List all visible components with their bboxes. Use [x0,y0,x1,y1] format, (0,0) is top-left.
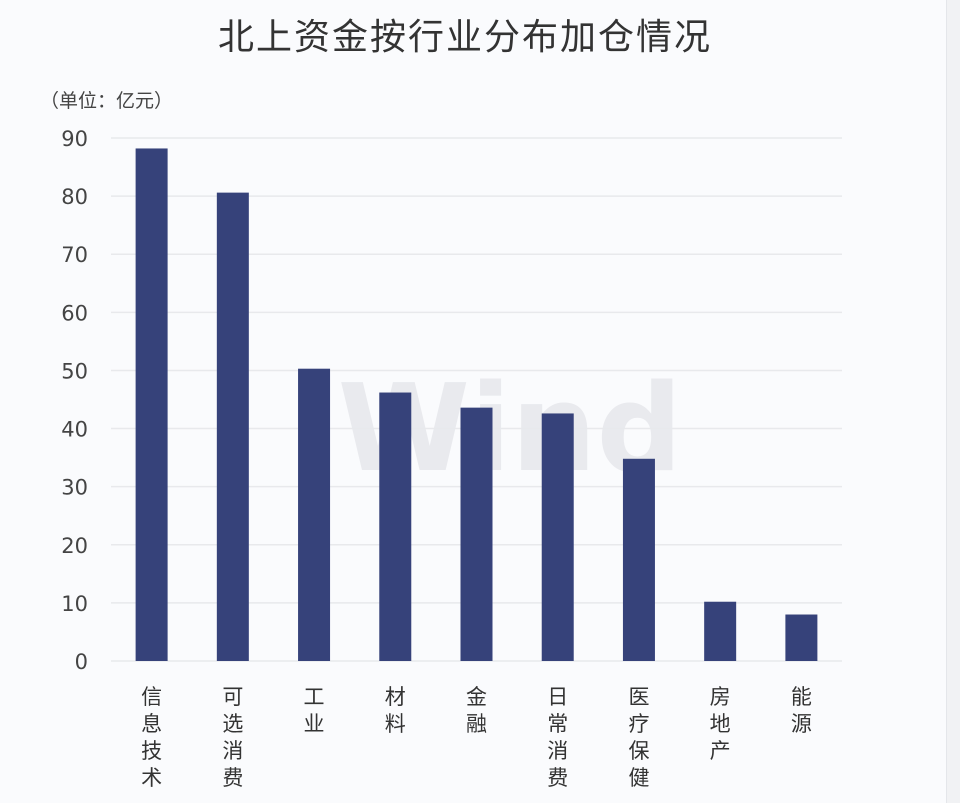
bar-日常消费 [541,413,574,661]
bar-工业 [298,368,331,661]
x-tick-label: 常 [547,712,568,736]
x-tick-label: 技 [141,739,162,763]
x-tick-label: 金 [466,685,487,709]
bar-能源 [785,614,818,661]
y-tick-label: 20 [61,534,88,558]
y-tick-label: 80 [61,185,88,209]
x-tick-label: 业 [304,712,325,736]
x-tick-label: 疗 [628,712,649,736]
chart-title: 北上资金按行业分布加仓情况 [217,17,712,58]
x-tick-label: 材 [385,685,406,709]
x-tick-label: 健 [628,766,649,790]
y-tick-label: 60 [61,301,88,325]
bar-房地产 [704,601,737,661]
x-tick-label: 消 [222,739,243,763]
x-tick-label: 信 [141,685,162,709]
x-tick-label: 工 [304,685,325,709]
unit-label: （单位：亿元） [40,90,174,112]
y-tick-label: 90 [61,127,88,151]
bar-医疗保健 [622,458,655,661]
x-tick-label: 融 [466,712,487,736]
y-tick-label: 0 [75,650,88,674]
x-tick-label: 能 [791,685,812,709]
right-border [946,0,960,803]
bar-材料 [379,392,412,661]
y-tick-label: 40 [61,418,88,442]
bar-可选消费 [216,192,249,661]
x-tick-label: 术 [141,766,162,790]
x-tick-label: 产 [710,739,731,763]
x-tick-label: 医 [628,685,649,709]
x-tick-label: 息 [141,712,162,736]
bar-信息技术 [135,148,168,661]
x-tick-label: 房 [710,685,731,709]
y-tick-label: 50 [61,359,88,383]
x-tick-label: 地 [710,712,731,736]
y-tick-label: 30 [61,476,88,500]
x-tick-label: 料 [385,712,406,736]
x-tick-label: 费 [222,766,243,790]
y-tick-label: 10 [61,592,88,616]
x-tick-label: 保 [628,739,649,763]
x-tick-label: 日 [547,685,568,709]
x-tick-label: 费 [547,766,568,790]
x-tick-label: 可 [222,685,243,709]
x-tick-label: 选 [222,712,243,736]
bar-金融 [460,407,493,661]
y-tick-label: 70 [61,243,88,267]
x-tick-label: 源 [791,712,812,736]
x-tick-label: 消 [547,739,568,763]
